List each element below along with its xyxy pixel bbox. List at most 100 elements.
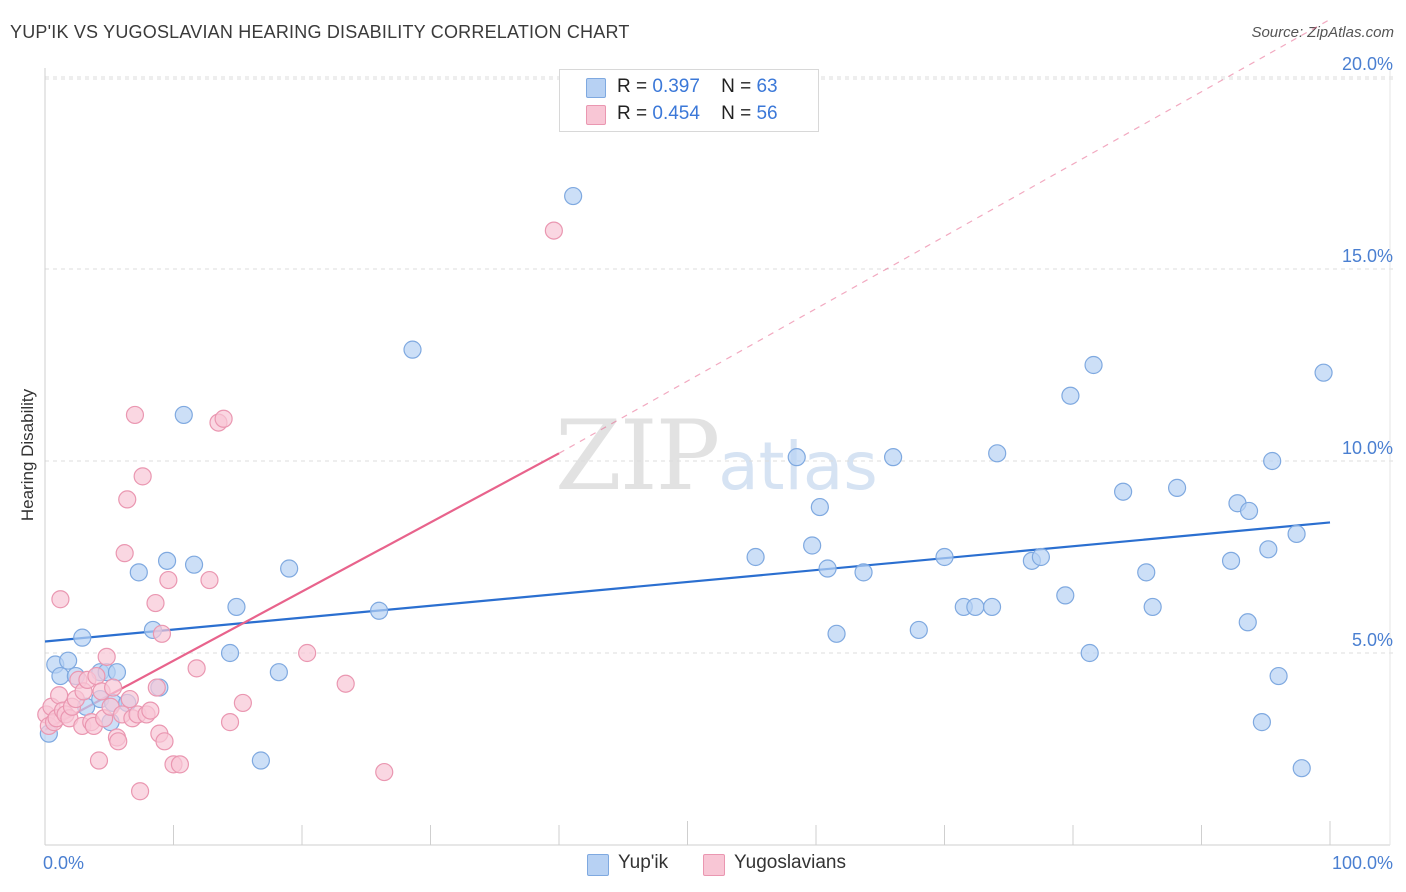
data-point-yugoslavians xyxy=(104,678,123,697)
data-point-yupik xyxy=(59,651,78,670)
y-tick-label: 10.0% xyxy=(1342,438,1393,458)
data-point-yupik xyxy=(1221,551,1241,570)
data-point-yupik xyxy=(818,559,837,578)
data-point-yupik xyxy=(1287,524,1306,544)
pink-swatch xyxy=(703,854,725,876)
x-tick-label-right: 100.0% xyxy=(1332,853,1393,873)
data-point-yugoslavians xyxy=(109,732,128,751)
watermark-zip: ZIP xyxy=(555,400,720,512)
data-point-yupik xyxy=(982,597,1002,617)
data-point-yupik xyxy=(564,186,583,206)
data-point-yupik xyxy=(227,597,246,617)
y-tick-label: 20.0% xyxy=(1342,54,1393,74)
zipatlas-watermark: ZIPatlas xyxy=(555,400,878,512)
n-label: N = xyxy=(721,103,752,124)
data-point-yugoslavians xyxy=(200,570,219,590)
trend-layer xyxy=(44,18,1331,731)
data-point-yugoslavians xyxy=(233,693,252,713)
n-label: N = xyxy=(721,76,752,97)
r-label: R = xyxy=(617,76,648,97)
data-point-yugoslavians xyxy=(87,666,106,686)
data-point-yugoslavians xyxy=(187,659,206,678)
data-point-yugoslavians xyxy=(141,701,160,720)
data-point-yugoslavians xyxy=(159,570,178,590)
data-point-yugoslavians xyxy=(51,590,70,609)
data-point-yugoslavians xyxy=(298,643,317,663)
data-point-yupik xyxy=(988,444,1007,463)
stats-text-yupik: R = 0.397 N = 63 xyxy=(617,76,778,98)
data-point-yugoslavians xyxy=(152,624,172,643)
data-point-yupik xyxy=(935,547,954,567)
data-point-yupik xyxy=(810,497,829,517)
bottom-legend: Yup'ik Yugoslavians xyxy=(0,852,1406,878)
data-point-yupik xyxy=(129,563,148,582)
data-point-yupik xyxy=(787,448,806,467)
r-value: 0.397 xyxy=(652,76,700,97)
data-point-yupik xyxy=(51,666,70,686)
trend-line-extension-yugoslavians xyxy=(558,18,1331,454)
r-value: 0.454 xyxy=(652,103,700,124)
data-point-yugoslavians xyxy=(97,647,116,666)
data-point-yupik xyxy=(1031,547,1050,567)
data-point-yupik xyxy=(1084,355,1103,375)
data-point-yugoslavians xyxy=(147,678,166,697)
data-point-yugoslavians xyxy=(170,755,190,774)
data-point-yupik xyxy=(403,340,422,359)
x-tick-label-left: 0.0% xyxy=(43,853,84,873)
data-point-yupik xyxy=(73,628,92,647)
data-point-yupik xyxy=(966,597,985,617)
data-point-yupik xyxy=(803,536,822,555)
stats-text-yugoslavians: R = 0.454 N = 56 xyxy=(617,103,778,125)
data-point-yupik xyxy=(184,555,204,574)
watermark-atlas: atlas xyxy=(718,428,878,505)
trend-line-yupik xyxy=(44,521,1331,643)
data-point-yupik xyxy=(107,663,127,682)
data-point-yupik xyxy=(854,563,873,582)
n-value: 56 xyxy=(756,103,778,124)
data-point-yupik xyxy=(1314,363,1333,382)
data-point-yupik xyxy=(1137,563,1156,582)
blue-swatch xyxy=(586,78,606,98)
pink-swatch xyxy=(586,105,606,125)
points-layer xyxy=(37,186,1333,801)
n-value: 63 xyxy=(756,76,778,97)
chart-title: YUP'IK VS YUGOSLAVIAN HEARING DISABILITY… xyxy=(10,22,630,42)
data-point-yupik xyxy=(1080,643,1099,663)
data-point-yupik xyxy=(1143,597,1162,617)
axis-layer xyxy=(44,68,1391,846)
legend-label-yugoslavians: Yugoslavians xyxy=(734,852,846,873)
data-point-yupik xyxy=(1239,501,1259,521)
data-point-yugoslavians xyxy=(118,490,137,509)
data-point-yugoslavians xyxy=(89,751,109,770)
data-point-yupik xyxy=(269,663,288,682)
trend-line-yugoslavians xyxy=(44,452,560,731)
data-point-yupik xyxy=(251,751,270,770)
data-point-yupik xyxy=(1238,613,1257,632)
data-point-yupik xyxy=(1114,482,1133,501)
data-point-yupik xyxy=(220,643,240,663)
data-point-yupik xyxy=(909,620,928,640)
stats-legend-box: R = 0.397 N = 63 R = 0.454 N = 56 xyxy=(559,69,819,132)
data-point-yugoslavians xyxy=(120,689,139,709)
data-point-yupik xyxy=(1269,666,1288,686)
data-point-yugoslavians xyxy=(133,467,152,486)
data-point-yugoslavians xyxy=(375,762,394,782)
data-point-yupik xyxy=(746,547,765,567)
data-point-yupik xyxy=(1056,586,1075,605)
data-point-yupik xyxy=(1167,478,1187,497)
data-point-yupik xyxy=(1263,451,1282,471)
y-tick-label: 15.0% xyxy=(1342,246,1393,266)
y-tick-label: 5.0% xyxy=(1352,630,1393,650)
source-label: Source: ZipAtlas.com xyxy=(1251,24,1394,41)
data-point-yugoslavians xyxy=(115,544,134,563)
data-point-yupik xyxy=(827,624,846,643)
grid-layer xyxy=(45,76,1395,654)
data-point-yupik xyxy=(1252,713,1271,732)
data-point-yupik xyxy=(1259,540,1278,559)
r-label: R = xyxy=(617,103,648,124)
data-point-yupik xyxy=(1061,386,1080,405)
legend-label-yupik: Yup'ik xyxy=(618,852,669,873)
data-point-yugoslavians xyxy=(155,732,174,751)
data-point-yugoslavians xyxy=(214,409,233,428)
data-point-yupik xyxy=(1292,759,1311,778)
